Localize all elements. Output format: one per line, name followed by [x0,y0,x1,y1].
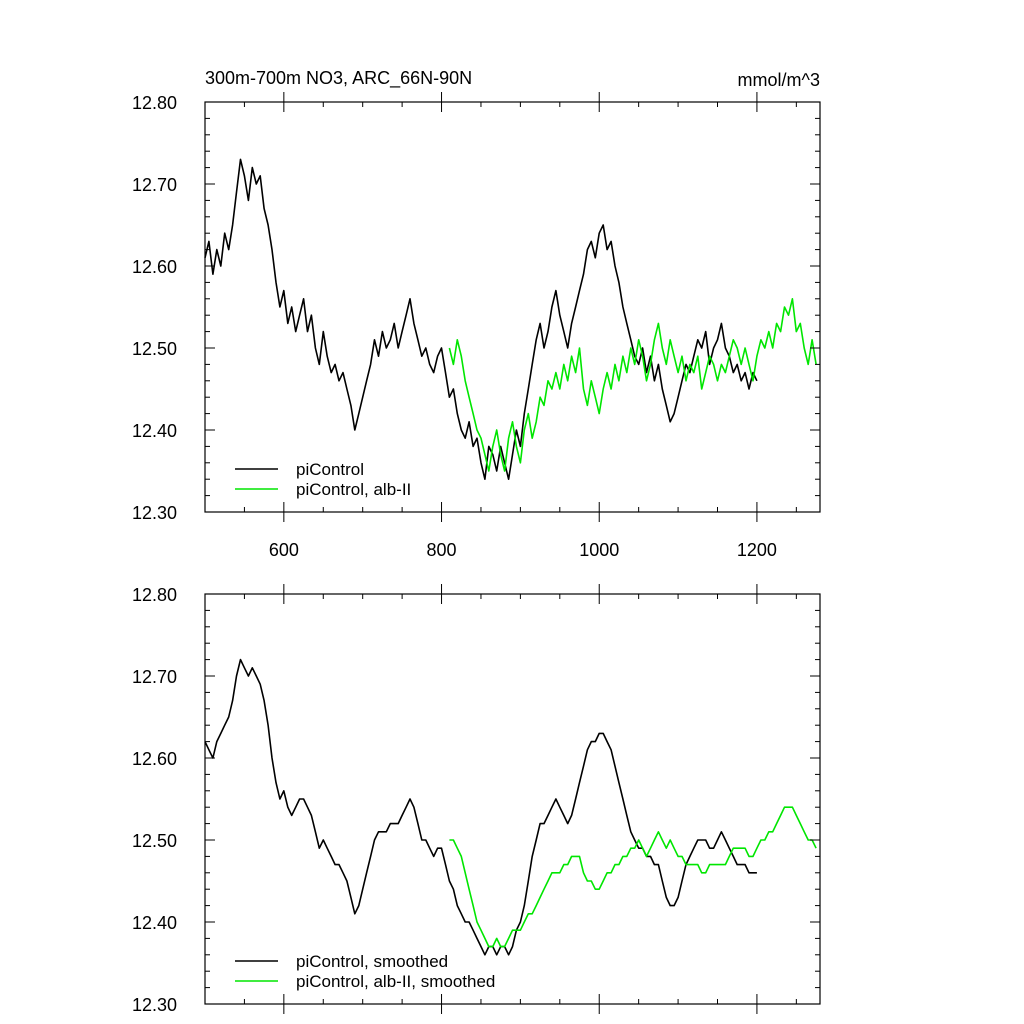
series-line-2 [448,298,817,472]
y-tick-label: 12.60 [132,749,177,769]
legend-label-1: piControl, smoothed [296,952,448,971]
series-line-1 [204,658,757,956]
bottom-panel: 12.30 12.40 12.50 12.60 12.70 12.80 piControl… [132,584,821,1015]
top-panel-marks [204,158,817,480]
legend-label-1: piControl [296,460,364,479]
top-panel-frame [204,101,821,513]
y-tick-label: 12.80 [132,93,177,113]
y-tick-label: 12.70 [132,667,177,687]
chart-units: mmol/m^3 [738,70,820,90]
top-panel: 300m-700m NO3, ARC_66N-90N mmol/m^3 12.3… [132,68,821,560]
y-tick-label: 12.50 [132,831,177,851]
y-tick-label: 12.80 [132,585,177,605]
bottom-panel-frame [204,593,821,1005]
y-tick-label: 12.70 [132,175,177,195]
y-tick-label: 12.40 [132,913,177,933]
y-tick-label: 12.30 [132,995,177,1015]
y-tick-label: 12.50 [132,339,177,359]
top-panel-ticks: 12.30 12.40 12.50 12.60 12.70 12.80 600 800 1000… [132,92,820,560]
bottom-panel-marks [204,658,817,956]
x-tick-label: 600 [269,540,299,560]
series-line-1 [204,158,758,480]
legend-label-2: piControl, alb-II [296,480,411,499]
chart-title: 300m-700m NO3, ARC_66N-90N [205,68,472,89]
legend-label-2: piControl, alb-II, smoothed [296,972,495,991]
series-line-2 [449,806,817,948]
x-tick-label: 1200 [737,540,777,560]
y-tick-label: 12.60 [132,257,177,277]
x-tick-label: 1000 [579,540,619,560]
y-tick-label: 12.30 [132,503,177,523]
bottom-panel-ticks: 12.30 12.40 12.50 12.60 12.70 12.80 [132,584,820,1015]
y-tick-label: 12.40 [132,421,177,441]
x-tick-label: 800 [427,540,457,560]
